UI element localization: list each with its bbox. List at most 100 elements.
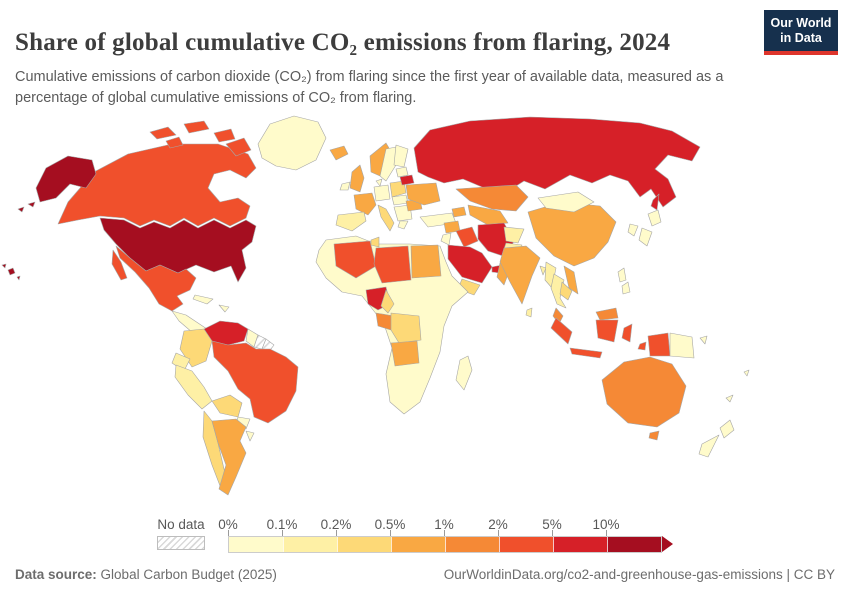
country-russia[interactable] bbox=[650, 193, 660, 211]
country-canada[interactable] bbox=[225, 137, 252, 157]
country-libya[interactable] bbox=[373, 245, 412, 284]
country-iceland[interactable] bbox=[329, 145, 349, 161]
country-malaysia[interactable] bbox=[595, 307, 619, 321]
country-united-kingdom[interactable] bbox=[349, 164, 365, 193]
country-papua-new-guinea[interactable] bbox=[669, 332, 695, 359]
country-cuba[interactable] bbox=[192, 294, 214, 305]
country-bangladesh[interactable] bbox=[539, 265, 547, 276]
country-new-zealand[interactable] bbox=[698, 434, 720, 458]
country-canada[interactable] bbox=[149, 126, 177, 140]
legend-bin-2–5%[interactable] bbox=[499, 537, 553, 552]
country-iraq[interactable] bbox=[455, 226, 479, 248]
legend-bin->10%[interactable] bbox=[607, 537, 661, 552]
country-japan[interactable] bbox=[647, 209, 662, 227]
chart-subtitle: Cumulative emissions of carbon dioxide (… bbox=[15, 68, 724, 106]
country-vietnam[interactable] bbox=[563, 265, 579, 295]
legend-bin-5–10%[interactable] bbox=[553, 537, 607, 552]
country-indonesia[interactable] bbox=[569, 347, 603, 359]
country-australia[interactable] bbox=[601, 356, 687, 428]
legend-no-data-label: No data bbox=[157, 517, 205, 532]
country-afghanistan[interactable] bbox=[503, 226, 525, 244]
country-tunisia[interactable] bbox=[370, 236, 380, 248]
country-canada[interactable] bbox=[165, 136, 184, 149]
country-france[interactable] bbox=[353, 192, 377, 216]
country-italy[interactable] bbox=[377, 204, 395, 232]
country-united-states[interactable] bbox=[1, 263, 7, 269]
country-spain[interactable] bbox=[335, 211, 367, 232]
country-angola[interactable] bbox=[390, 340, 420, 367]
country-canada[interactable] bbox=[213, 128, 236, 143]
country-russia[interactable] bbox=[413, 116, 701, 208]
country-greenland[interactable] bbox=[257, 115, 327, 171]
country-indonesia[interactable] bbox=[621, 323, 633, 343]
country-indonesia[interactable] bbox=[550, 317, 573, 345]
country-colombia[interactable] bbox=[179, 328, 213, 368]
country-papua-new-guinea[interactable] bbox=[699, 335, 708, 345]
legend-no-data[interactable]: No data bbox=[157, 517, 205, 550]
legend-bin-1–2%[interactable] bbox=[445, 537, 499, 552]
legend-bin-0.5–1%[interactable] bbox=[391, 537, 445, 552]
country-ukraine[interactable] bbox=[405, 182, 441, 206]
country-central-europe[interactable] bbox=[391, 194, 409, 206]
country-united-states[interactable] bbox=[17, 206, 25, 213]
country-ireland[interactable] bbox=[339, 181, 351, 191]
owid-logo[interactable]: Our World in Data bbox=[764, 10, 838, 55]
legend-tick-mark bbox=[390, 530, 391, 536]
country-germany[interactable] bbox=[373, 184, 391, 202]
country-south-korea[interactable] bbox=[627, 223, 639, 237]
legend-tick-label-0.2%: 0.2% bbox=[320, 517, 352, 532]
country-belarus[interactable] bbox=[399, 174, 415, 186]
country-egypt[interactable] bbox=[410, 244, 442, 279]
country-mongolia[interactable] bbox=[537, 191, 595, 213]
world-map bbox=[1, 115, 750, 496]
country-brazil[interactable] bbox=[211, 340, 299, 424]
country-saudi-arabia[interactable] bbox=[447, 244, 493, 284]
country-bolivia[interactable] bbox=[211, 394, 243, 418]
country-sweden[interactable] bbox=[379, 146, 397, 182]
country-japan[interactable] bbox=[638, 227, 653, 247]
country-denmark[interactable] bbox=[375, 178, 383, 187]
country-pacific-islands[interactable] bbox=[743, 369, 750, 377]
legend-arrow-tip bbox=[662, 536, 673, 552]
owid-logo-line1: Our World bbox=[770, 16, 832, 30]
country-mexico[interactable] bbox=[115, 245, 197, 312]
country-azerbaijan[interactable] bbox=[451, 206, 467, 218]
country-sri-lanka[interactable] bbox=[525, 307, 533, 318]
country-baltics[interactable] bbox=[395, 166, 409, 178]
legend-bin-0.1–0.2%[interactable] bbox=[283, 537, 337, 552]
country-new-zealand[interactable] bbox=[719, 419, 735, 439]
country-algeria[interactable] bbox=[333, 240, 377, 279]
country-philippines[interactable] bbox=[621, 281, 631, 295]
country-united-states[interactable] bbox=[7, 267, 16, 276]
country-uruguay[interactable] bbox=[245, 430, 255, 442]
country-peru[interactable] bbox=[174, 364, 213, 410]
country-cameroon[interactable] bbox=[380, 289, 395, 314]
country-philippines[interactable] bbox=[617, 267, 627, 283]
footer-license-link[interactable]: CC BY bbox=[793, 567, 835, 582]
country-greece[interactable] bbox=[397, 220, 409, 230]
footer-url-link[interactable]: OurWorldinData.org/co2-and-greenhouse-ga… bbox=[443, 567, 783, 582]
country-argentina[interactable] bbox=[211, 418, 247, 496]
country-kazakhstan[interactable] bbox=[455, 184, 529, 212]
footer-source-label: Data source: bbox=[15, 567, 97, 582]
country-india[interactable] bbox=[499, 245, 541, 305]
country-united-states[interactable] bbox=[16, 275, 21, 281]
country-indonesia[interactable] bbox=[637, 341, 647, 351]
country-pacific-islands[interactable] bbox=[725, 394, 734, 403]
country-indonesia[interactable] bbox=[595, 319, 619, 343]
country-jordan[interactable] bbox=[440, 232, 452, 246]
country-indonesia[interactable] bbox=[647, 332, 671, 357]
country-united-states[interactable] bbox=[35, 155, 97, 203]
country-finland[interactable] bbox=[393, 144, 409, 168]
legend-bin-<0.1%[interactable] bbox=[229, 537, 283, 552]
country-canada[interactable] bbox=[57, 143, 257, 227]
country-australia[interactable] bbox=[648, 430, 660, 441]
country-madagascar[interactable] bbox=[455, 355, 473, 391]
country-cambodia[interactable] bbox=[559, 281, 573, 301]
country-mexico[interactable] bbox=[111, 249, 128, 281]
legend-tick-label-5%: 5% bbox=[542, 517, 562, 532]
country-united-states[interactable] bbox=[27, 201, 36, 208]
country-canada[interactable] bbox=[183, 120, 210, 134]
country-hispaniola[interactable] bbox=[218, 304, 230, 313]
legend-bin-0.2–0.5%[interactable] bbox=[337, 537, 391, 552]
